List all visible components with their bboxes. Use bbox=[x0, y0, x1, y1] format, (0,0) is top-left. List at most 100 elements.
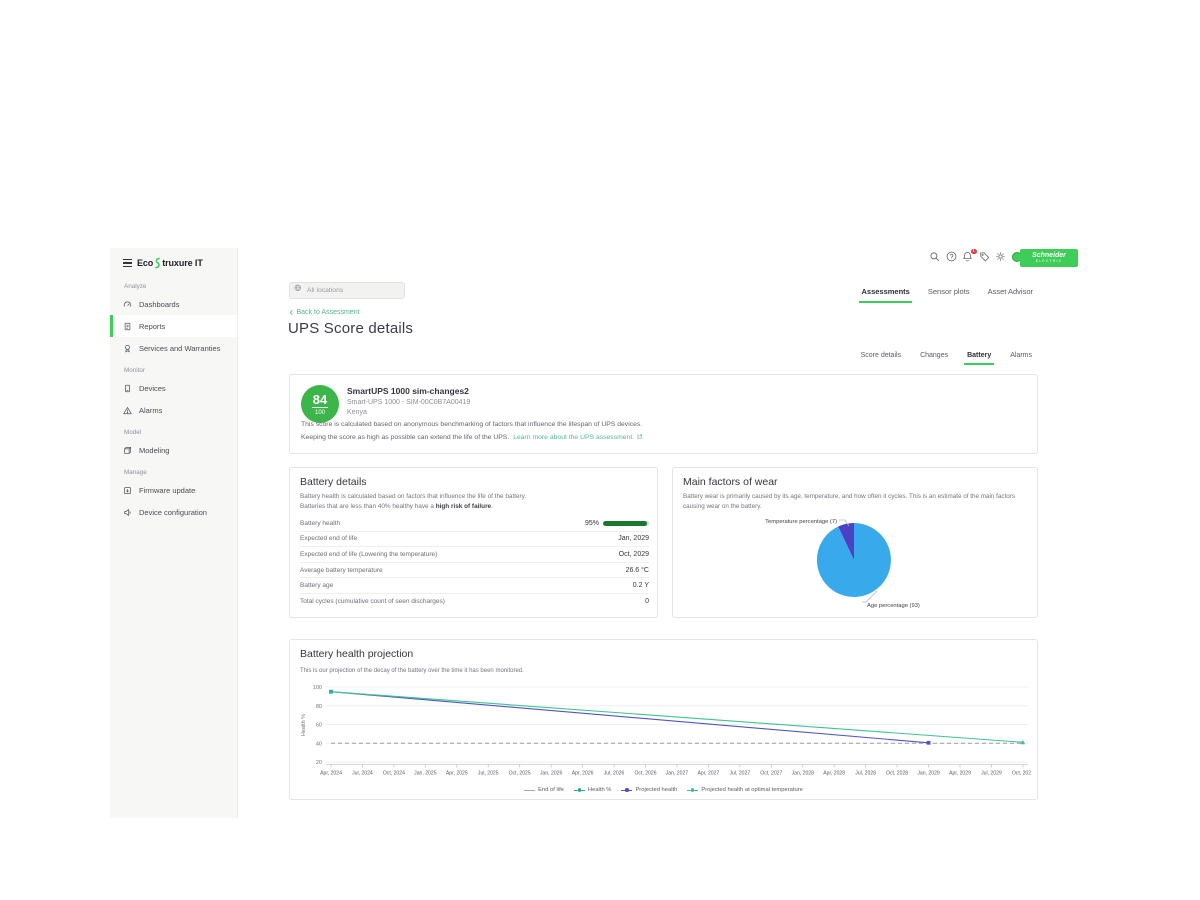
x-tick-label: Apr, 2025 bbox=[446, 771, 468, 777]
legend-item-projected-health: Projected health bbox=[621, 787, 677, 793]
subtab-alarms[interactable]: Alarms bbox=[1010, 352, 1032, 359]
chevron-left-icon bbox=[289, 309, 294, 316]
sidebar-item-label: Alarms bbox=[139, 405, 163, 415]
x-tick-label: Jul, 2029 bbox=[981, 771, 1002, 777]
health-projection-chart: 100 80 60 40 20 Health % Apr, 2024 Jul, 2024 Oct… bbox=[301, 685, 1031, 777]
svg-text:80: 80 bbox=[316, 704, 322, 710]
device-model: Smart-UPS 1000 - SIM-00C0B7A00419 bbox=[347, 398, 471, 406]
tab-sensor-plots[interactable]: Sensor plots bbox=[927, 287, 970, 296]
x-tick-label: Apr, 2029 bbox=[949, 771, 971, 777]
x-tick-label: Jul, 2024 bbox=[352, 771, 373, 777]
sidebar-item-reports[interactable]: Reports bbox=[110, 315, 237, 337]
config-icon bbox=[123, 508, 132, 517]
battery-row-value: 0.2 Y bbox=[632, 582, 649, 590]
sidebar-item-devices[interactable]: Devices bbox=[110, 377, 237, 399]
subtab-score-details[interactable]: Score details bbox=[860, 352, 902, 359]
x-tick-label: Jan, 2025 bbox=[414, 771, 437, 777]
battery-row-value: Jan, 2029 bbox=[618, 535, 649, 543]
sidebar-item-modeling[interactable]: Modeling bbox=[110, 439, 237, 461]
x-tick-label: Oct, 2028 bbox=[886, 771, 908, 777]
svg-text:40: 40 bbox=[316, 741, 322, 747]
score-max: 100 bbox=[312, 407, 328, 416]
x-tick-label: Jan, 2027 bbox=[666, 771, 689, 777]
svg-text:100: 100 bbox=[313, 685, 322, 691]
pie-slice-age-percentage-93 bbox=[816, 523, 891, 597]
subtab-battery[interactable]: Battery bbox=[964, 352, 995, 365]
sidebar-item-label: Modeling bbox=[139, 445, 170, 455]
x-tick-label: Apr, 2027 bbox=[697, 771, 719, 777]
sidebar-item-label: Device configuration bbox=[139, 507, 207, 517]
battery-row-battery-health: Battery health 95% bbox=[300, 516, 649, 532]
x-tick-label: Apr, 2028 bbox=[823, 771, 845, 777]
sidebar-item-services-and-warranties[interactable]: Services and Warranties bbox=[110, 337, 237, 359]
tag-icon[interactable] bbox=[979, 251, 990, 262]
main-tabs: Assessments Sensor plots Asset Advisor bbox=[800, 287, 1035, 303]
sidebar-item-firmware-update[interactable]: Firmware update bbox=[110, 479, 237, 501]
legend-item-health: Health % bbox=[573, 787, 611, 793]
notifications-bell-icon[interactable]: 1 bbox=[962, 247, 978, 262]
y-axis-label: Health % bbox=[301, 714, 307, 736]
device-location: Kenya bbox=[347, 408, 367, 416]
x-tick-label: Jan, 2029 bbox=[917, 771, 940, 777]
tab-assessments[interactable]: Assessments bbox=[859, 287, 912, 303]
device-name: SmartUPS 1000 sim-changes2 bbox=[347, 386, 469, 396]
help-icon[interactable] bbox=[946, 251, 957, 262]
schneider-electric-logo[interactable]: Schneider Electric bbox=[1020, 249, 1078, 267]
award-icon bbox=[123, 344, 132, 353]
battery-row-value: 0 bbox=[645, 598, 649, 606]
svg-text:60: 60 bbox=[316, 723, 322, 729]
page-title: UPS Score details bbox=[288, 320, 414, 337]
battery-row-label: Battery age bbox=[300, 582, 334, 590]
ecostruxure-loop-icon bbox=[154, 257, 161, 269]
svg-text:20: 20 bbox=[316, 760, 322, 766]
sidebar: Eco truxure IT Analyze Dashboards Reports S… bbox=[110, 248, 238, 818]
sidebar-logo-row: Eco truxure IT bbox=[110, 248, 237, 275]
wear-factors-description: Battery wear is primarily caused by its … bbox=[683, 493, 1016, 511]
battery-row-battery-age: Battery age 0.2 Y bbox=[300, 578, 649, 594]
battery-details-description: Battery health is calculated based on fa… bbox=[300, 492, 645, 513]
menu-icon[interactable] bbox=[123, 259, 132, 267]
back-to-assessment-link[interactable]: Back to Assessment bbox=[289, 309, 360, 316]
sidebar-item-alarms[interactable]: Alarms bbox=[110, 399, 237, 421]
score-description-line2: Keeping the score as high as possible ca… bbox=[301, 434, 642, 441]
subtab-changes[interactable]: Changes bbox=[920, 352, 949, 359]
sidebar-section-label-analyze: Analyze bbox=[124, 283, 147, 290]
battery-row-label: Expected end of life (Lowering the tempe… bbox=[300, 550, 438, 558]
wear-pie-chart: Age percentage (93) Temperature percentag… bbox=[765, 519, 920, 609]
tab-asset-advisor[interactable]: Asset Advisor bbox=[987, 287, 1033, 296]
sidebar-item-label: Dashboards bbox=[139, 299, 180, 309]
gear-icon[interactable] bbox=[995, 251, 1006, 262]
sidebar-nav: Analyze Dashboards Reports Services and War… bbox=[110, 283, 237, 523]
battery-row-average-battery-temperature: Average battery temperature 26.6 °C bbox=[300, 563, 649, 579]
x-tick-label: Jan, 2028 bbox=[792, 771, 815, 777]
bell-glyph bbox=[962, 251, 973, 262]
location-search-input[interactable] bbox=[289, 282, 405, 299]
alarm-icon bbox=[123, 406, 132, 415]
health-projection-card: Battery health projection This is our pr… bbox=[289, 639, 1038, 800]
back-link-label: Back to Assessment bbox=[296, 309, 360, 316]
pie-slice-temperature-percentage-7 bbox=[838, 522, 854, 560]
sidebar-item-label: Reports bbox=[139, 321, 166, 331]
search-icon[interactable] bbox=[929, 251, 940, 262]
modeling-icon bbox=[123, 446, 132, 455]
gauge-icon bbox=[123, 300, 132, 309]
wear-factors-card: Main factors of wear Battery wear is pri… bbox=[672, 467, 1038, 618]
learn-more-link[interactable]: Learn more about the UPS assessment. bbox=[513, 434, 642, 441]
health-projection-description: This is our projection of the decay of t… bbox=[300, 668, 524, 674]
globe-icon bbox=[294, 284, 302, 292]
sidebar-item-dashboards[interactable]: Dashboards bbox=[110, 293, 237, 315]
firmware-icon bbox=[123, 486, 132, 495]
notification-badge: 1 bbox=[970, 247, 978, 255]
brand-line1: Schneider bbox=[1032, 252, 1066, 260]
x-tick-label: Apr, 2024 bbox=[320, 771, 342, 777]
brand-line2: Electric bbox=[1035, 259, 1063, 264]
pie-label-age-percentage-93: Age percentage (93) bbox=[867, 603, 920, 609]
x-tick-label: Jul, 2025 bbox=[478, 771, 499, 777]
battery-row-value: 26.6 °C bbox=[625, 566, 649, 574]
x-tick-label: Jan, 2026 bbox=[540, 771, 563, 777]
battery-desc-line2-prefix: Batteries that are less than 40% healthy… bbox=[300, 503, 436, 511]
series-projected-health-at-optimal-temperature bbox=[330, 691, 1023, 743]
battery-details-card: Battery details Battery health is calcul… bbox=[289, 467, 658, 618]
battery-row-label: Total cycles (cumulative count of seen d… bbox=[300, 598, 445, 606]
sidebar-item-device-configuration[interactable]: Device configuration bbox=[110, 501, 237, 523]
